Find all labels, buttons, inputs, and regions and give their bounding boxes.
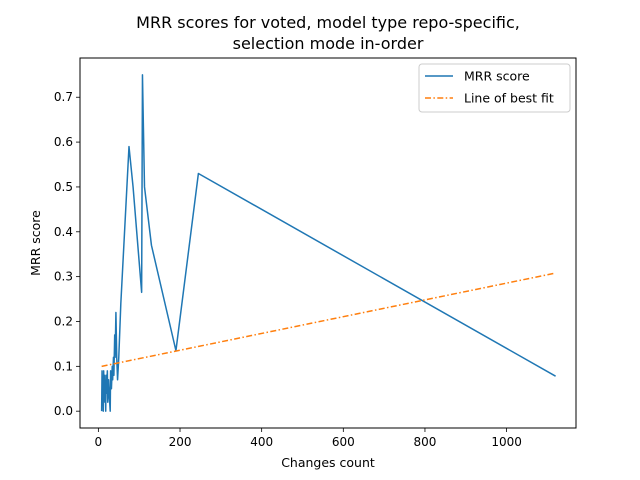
- y-tick-label: 0.2: [54, 314, 73, 328]
- plot-frame: [79, 57, 577, 429]
- x-tick-label: 600: [332, 435, 355, 449]
- x-tick-label: 200: [169, 435, 192, 449]
- legend: MRR score Line of best fit: [418, 63, 571, 113]
- x-tick-label: 0: [95, 435, 103, 449]
- y-axis: 0.0 0.1 0.2 0.3 0.4 0.5 0.6 0.7: [54, 90, 80, 418]
- plot-area: [79, 57, 577, 429]
- y-tick-label: 0.1: [54, 359, 73, 373]
- y-tick-label: 0.7: [54, 90, 73, 104]
- legend-box: [418, 63, 571, 113]
- series-line-mrr-score: [100, 74, 556, 412]
- x-axis-label: Changes count: [281, 455, 375, 470]
- x-axis: 0 200 400 600 800 1000: [95, 428, 522, 449]
- legend-label-mrr-score: MRR score: [464, 69, 530, 84]
- y-tick-label: 0.5: [54, 180, 73, 194]
- y-tick-label: 0.4: [54, 225, 73, 239]
- y-tick-label: 0.6: [54, 135, 73, 149]
- x-tick-label: 800: [414, 435, 437, 449]
- x-tick-label: 400: [250, 435, 273, 449]
- series-layer: [100, 74, 556, 412]
- y-tick-label: 0.0: [54, 404, 73, 418]
- legend-label-best-fit: Line of best fit: [464, 91, 554, 106]
- y-axis-label: MRR score: [28, 210, 43, 276]
- chart-title-line-1: MRR scores for voted, model type repo-sp…: [136, 13, 520, 32]
- y-tick-label: 0.3: [54, 270, 73, 284]
- chart-title-line-2: selection mode in-order: [233, 34, 424, 53]
- x-tick-label: 1000: [491, 435, 522, 449]
- series-line-best-fit: [101, 272, 556, 368]
